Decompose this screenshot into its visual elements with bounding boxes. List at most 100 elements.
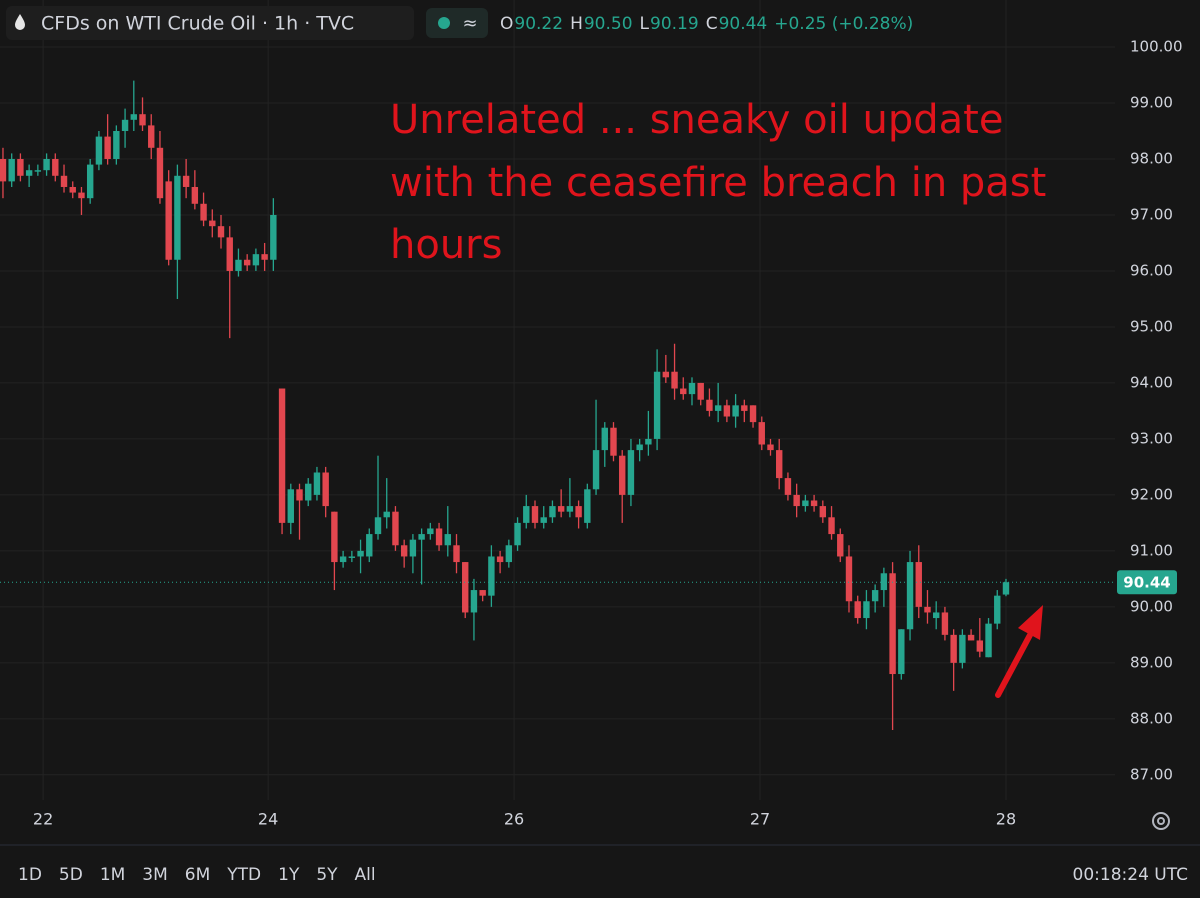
candle-body xyxy=(400,545,408,557)
candle-body xyxy=(845,556,853,602)
range-button[interactable]: 3M xyxy=(142,865,167,885)
candle-body xyxy=(714,405,722,411)
candle-body xyxy=(322,472,329,507)
ohlc-change: +0.25 (+0.28%) xyxy=(774,14,913,34)
clock: 00:18:24 UTC xyxy=(1073,865,1188,885)
header-bg xyxy=(6,6,414,40)
candle-body xyxy=(776,450,783,479)
candle-body xyxy=(749,405,757,423)
candle-body xyxy=(209,220,216,227)
candle-body xyxy=(60,175,68,187)
candle-body xyxy=(235,259,242,271)
y-tick-label: 98.00 xyxy=(1130,149,1173,167)
candle-body xyxy=(496,556,504,563)
candle-body xyxy=(915,562,922,607)
chart-title: CFDs on WTI Crude Oil · 1h · TVC xyxy=(41,13,354,35)
candle-body xyxy=(819,506,827,518)
candle-body xyxy=(514,522,521,546)
candle-body xyxy=(653,371,661,439)
ohlc-header: O 90.22 H 90.50 L 90.19 C 90.44 +0.25 (+0.28%) xyxy=(500,14,913,34)
candle-body xyxy=(0,158,7,182)
x-tick-label: 26 xyxy=(504,810,524,829)
candle-body xyxy=(941,612,949,635)
ohlc-key: H xyxy=(570,14,583,34)
range-button[interactable]: 1Y xyxy=(278,865,300,885)
candle-body xyxy=(741,405,748,411)
ohlc-value: 90.50 xyxy=(584,14,633,34)
candle-body xyxy=(950,634,957,663)
status-dot xyxy=(438,17,450,29)
y-tick-label: 99.00 xyxy=(1130,94,1173,112)
y-tick-label: 89.00 xyxy=(1130,653,1173,671)
candle-body xyxy=(976,640,984,652)
candle-body xyxy=(174,175,181,260)
candle-body xyxy=(331,511,338,563)
candle-body xyxy=(339,556,347,563)
range-button[interactable]: 5D xyxy=(59,865,83,885)
candle-body xyxy=(139,114,146,126)
candle-body xyxy=(619,455,626,495)
candle-body xyxy=(392,511,399,546)
settings-gear[interactable] xyxy=(1152,812,1170,830)
candle-body xyxy=(592,450,600,490)
candle-body xyxy=(601,427,608,451)
candle-body xyxy=(967,634,975,641)
annotation-line: hours xyxy=(390,222,502,268)
range-button[interactable]: YTD xyxy=(226,865,261,885)
candle-body xyxy=(488,556,495,596)
candle-body xyxy=(732,405,739,417)
annotation-line: with the ceasefire breach in past xyxy=(390,160,1046,206)
candle-body xyxy=(985,623,992,658)
last-price-label: 90.44 xyxy=(1123,574,1170,592)
candle-body xyxy=(566,506,574,512)
candle-body xyxy=(610,427,617,456)
candle-body xyxy=(78,192,85,199)
candle-body xyxy=(688,382,696,395)
candle-body xyxy=(130,114,137,120)
candle-body xyxy=(313,472,321,495)
candle-body xyxy=(636,444,643,451)
candle-body xyxy=(557,506,565,512)
candle-body xyxy=(784,478,792,495)
droplet-icon xyxy=(15,14,25,30)
candle-body xyxy=(305,483,312,501)
x-tick-label: 24 xyxy=(258,810,278,829)
candle-body xyxy=(540,517,547,523)
candle-body xyxy=(505,545,513,563)
candle-body xyxy=(86,164,94,199)
candle-body xyxy=(25,170,33,176)
candle-body xyxy=(409,539,417,557)
candle-body xyxy=(871,590,879,602)
arrow-shaft xyxy=(995,632,1033,698)
range-button[interactable]: All xyxy=(355,865,376,885)
annotation: Unrelated ... sneaky oil update with the… xyxy=(390,97,1046,698)
candle-body xyxy=(906,562,914,630)
candle-body xyxy=(627,450,635,495)
candle-body xyxy=(863,601,870,619)
candle-body xyxy=(462,562,469,613)
range-button[interactable]: 6M xyxy=(185,865,210,885)
candle-body xyxy=(584,489,591,523)
candle-body xyxy=(523,506,530,523)
candle-body xyxy=(270,214,277,260)
range-button[interactable]: 5Y xyxy=(316,865,338,885)
arrow-head xyxy=(1018,605,1043,640)
range-button[interactable]: 1M xyxy=(100,865,125,885)
candle-body xyxy=(104,136,111,159)
range-toolbar: 1D 5D 1M 3M 6M YTD 1Y 5Y All xyxy=(18,865,376,885)
candle-body xyxy=(435,528,443,546)
candle-body xyxy=(959,634,966,663)
y-tick-label: 100.00 xyxy=(1130,38,1183,56)
candle-body xyxy=(95,136,103,165)
candle-body xyxy=(427,528,434,535)
settings-icon[interactable] xyxy=(1152,812,1170,830)
ohlc-key: C xyxy=(706,14,718,34)
candle-body xyxy=(366,534,373,557)
range-button[interactable]: 1D xyxy=(18,865,42,885)
y-tick-label: 92.00 xyxy=(1130,485,1173,503)
candle-body xyxy=(278,388,286,523)
candle-body xyxy=(933,612,940,619)
